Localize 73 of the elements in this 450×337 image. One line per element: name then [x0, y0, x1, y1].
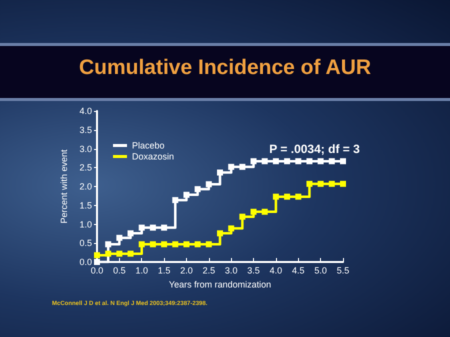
x-tick-label: 0.0: [90, 266, 104, 276]
point: [306, 180, 312, 187]
x-tick-label: 0.5: [113, 266, 126, 276]
point: [105, 241, 112, 248]
point: [250, 208, 257, 215]
annotation: P = .0034; df = 3: [269, 142, 360, 156]
y-axis-title: Percent with event: [59, 148, 70, 224]
point: [116, 250, 122, 257]
y-tick-label: 2.0: [79, 182, 92, 192]
point: [183, 192, 190, 198]
point: [239, 164, 246, 170]
x-tick-label: 5.0: [314, 266, 327, 276]
point: [250, 158, 257, 164]
x-tick-label: 2.0: [180, 266, 193, 276]
point: [340, 180, 346, 187]
y-tick-label: 0.0: [79, 257, 92, 267]
point: [150, 241, 156, 248]
point: [272, 158, 279, 164]
point: [206, 181, 212, 188]
point: [94, 259, 100, 265]
point: [172, 197, 178, 204]
point: [194, 241, 201, 248]
point: [105, 250, 112, 257]
point: [228, 225, 234, 232]
point: [318, 158, 324, 164]
y-tick-label: 1.5: [79, 200, 92, 210]
point: [284, 158, 290, 164]
x-tick-label: 2.5: [202, 266, 216, 276]
point: [340, 158, 346, 164]
point: [262, 158, 268, 164]
x-tick-label: 5.5: [336, 266, 350, 276]
x-tick-label: 3.0: [224, 266, 238, 276]
point: [161, 241, 168, 248]
point: [284, 194, 290, 200]
point: [295, 158, 302, 164]
x-tick-label: 1.5: [158, 266, 170, 276]
x-tick-label: 3.5: [247, 266, 260, 276]
point: [138, 224, 145, 231]
point: [306, 158, 312, 164]
point: [194, 186, 201, 192]
legend-label: Doxazosin: [132, 152, 174, 162]
legend-label: Placebo: [132, 140, 165, 150]
point: [318, 180, 324, 187]
point: [150, 224, 156, 231]
x-tick-label: 1.0: [135, 266, 148, 276]
point: [217, 230, 223, 236]
point: [295, 194, 302, 200]
point: [217, 170, 223, 176]
point: [272, 194, 279, 200]
x-tick-label: 4.5: [292, 266, 305, 276]
chart-title: Cumulative Incidence of AUR: [78, 56, 372, 79]
point: [239, 214, 246, 220]
point: [228, 164, 234, 170]
y-tick-label: 1.0: [79, 219, 92, 230]
point: [94, 252, 100, 258]
y-tick-label: 0.5: [79, 238, 92, 248]
point: [206, 241, 212, 248]
point: [262, 208, 268, 215]
x-axis-title: Years from randomization: [168, 280, 272, 290]
y-tick-label: 4.0: [79, 106, 92, 116]
y-tick-label: 3.0: [79, 144, 92, 154]
point: [128, 250, 134, 257]
point: [328, 180, 335, 187]
y-tick-label: 3.5: [79, 124, 92, 135]
point: [128, 230, 134, 236]
point: [161, 224, 168, 231]
point: [138, 241, 145, 248]
y-tick-label: 2.5: [79, 162, 92, 173]
point: [183, 241, 190, 248]
point: [172, 241, 178, 248]
point: [116, 234, 122, 241]
point: [328, 158, 335, 164]
x-tick-label: 4.0: [270, 266, 282, 276]
